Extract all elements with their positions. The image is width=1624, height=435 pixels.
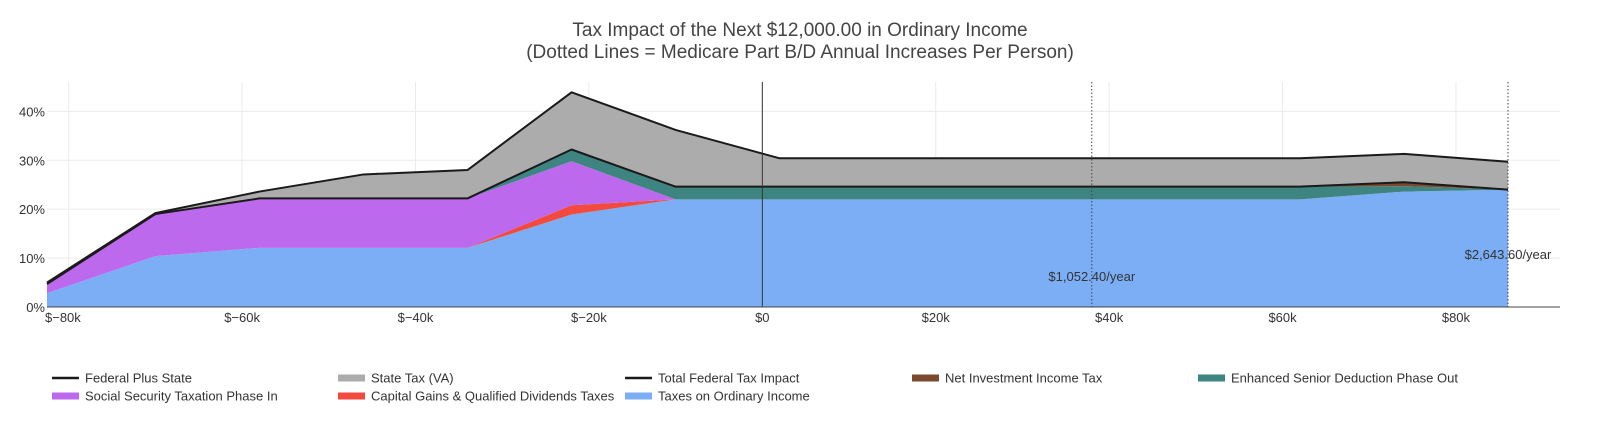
x-tick-label: $40k [1095,310,1124,325]
legend-swatch [625,392,652,400]
legend: Federal Plus State State Tax (VA) Total Fe… [52,371,1458,404]
legend-item-capital-gains-qualified-dividends-taxes[interactable]: Capital Gains & Qualified Dividends Taxe… [338,389,615,404]
legend-label: Federal Plus State [85,371,192,386]
x-tick-label: $80k [1442,310,1471,325]
legend-swatch [1198,374,1225,382]
legend-label: State Tax (VA) [371,371,454,386]
chart-title: Tax Impact of the Next $12,000.00 in Ord… [526,20,1074,63]
legend-label: Enhanced Senior Deduction Phase Out [1231,371,1458,386]
medicare-increase-label: $1,052.40/year [1048,269,1135,284]
legend-swatch [338,392,365,400]
line-total-federal-tax-impact [46,148,1509,285]
legend-swatch [52,392,79,400]
x-tick-label: $20k [922,310,951,325]
total-lines [46,91,1509,285]
y-tick-label: 0% [26,300,45,315]
area-taxes-on-ordinary-income [47,189,1508,307]
legend-label: Capital Gains & Qualified Dividends Taxe… [371,389,615,404]
chart-title-line-2: (Dotted Lines = Medicare Part B/D Annual… [526,42,1074,63]
area-social-security-taxation-phase-in [47,161,1508,294]
legend-item-social-security-taxation-phase-in[interactable]: Social Security Taxation Phase In [52,389,278,404]
medicare-increase-label: $2,643.60/year [1465,247,1552,262]
legend-label: Social Security Taxation Phase In [85,389,278,404]
legend-label: Net Investment Income Tax [945,371,1103,386]
x-tick-label: $60k [1268,310,1297,325]
x-tick-label: $−20k [571,310,607,325]
legend-label: Taxes on Ordinary Income [658,389,810,404]
x-tick-label: $−60k [224,310,260,325]
legend-item-taxes-on-ordinary-income[interactable]: Taxes on Ordinary Income [625,389,810,404]
reference-lines: $1,052.40/year $2,643.60/year [761,82,1552,307]
legend-swatch [338,374,365,382]
legend-label: Total Federal Tax Impact [658,371,800,386]
legend-item-federal-plus-state[interactable]: Federal Plus State [52,371,192,386]
y-tick-label: 10% [19,251,45,266]
legend-item-net-investment-income-tax[interactable]: Net Investment Income Tax [912,371,1103,386]
line-federal-plus-state [46,91,1509,284]
legend-item-total-federal-tax-impact[interactable]: Total Federal Tax Impact [625,371,800,386]
legend-item-enhanced-senior-deduction-phase-out[interactable]: Enhanced Senior Deduction Phase Out [1198,371,1458,386]
area-state-tax-va [47,92,1508,285]
legend-swatch [912,374,939,382]
x-tick-label: $−40k [398,310,434,325]
y-tick-label: 20% [19,202,45,217]
x-tick-label: $−80k [45,310,81,325]
stacked-areas [47,92,1508,307]
legend-item-state-tax-va[interactable]: State Tax (VA) [338,371,454,386]
x-tick-label: $0 [755,310,769,325]
axes: $−80k $−60k $−40k $−20k $0 $20k $40k $60k $80k 0%… [19,104,1560,325]
y-tick-label: 30% [19,153,45,168]
chart-title-line-1: Tax Impact of the Next $12,000.00 in Ord… [572,20,1027,41]
y-tick-label: 40% [19,104,45,119]
